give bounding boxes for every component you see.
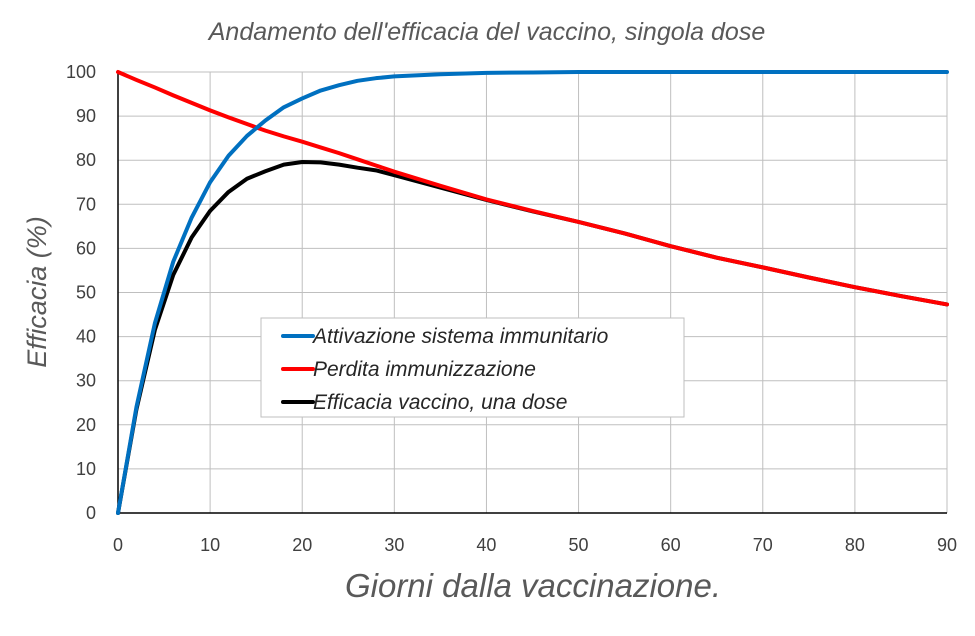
x-tick-label: 0	[113, 535, 123, 555]
legend-label: Attivazione sistema immunitario	[311, 325, 609, 348]
series-line-1	[116, 70, 949, 307]
x-tick-label: 60	[661, 535, 681, 555]
x-tick-label: 80	[845, 535, 865, 555]
x-tick-label: 40	[476, 535, 496, 555]
y-axis-label: Efficacia (%)	[22, 216, 52, 368]
x-tick-label: 50	[569, 535, 589, 555]
y-tick-label: 20	[76, 415, 96, 435]
legend-label: Efficacia vaccino, una dose	[313, 391, 567, 414]
y-tick-label: 50	[76, 283, 96, 303]
chart-title: Andamento dell'efficacia del vaccino, si…	[207, 18, 766, 46]
legend-box	[260, 317, 685, 418]
tick-labels: 0 10 20 30 40 50 60 70 80 90 0 10 20 30 40 50 60 70 80 90 10…	[66, 62, 957, 555]
y-tick-label: 0	[86, 503, 96, 523]
axes	[117, 72, 947, 514]
x-tick-label: 90	[937, 535, 957, 555]
y-tick-label: 10	[76, 459, 96, 479]
x-tick-label: 70	[753, 535, 773, 555]
gridlines	[118, 71, 948, 513]
y-tick-label: 100	[66, 62, 96, 82]
y-tick-label: 70	[76, 194, 96, 214]
y-tick-label: 60	[76, 238, 96, 258]
series-lines	[116, 70, 949, 515]
x-axis-label: Giorni dalla vaccinazione.	[345, 567, 721, 604]
legend: Attivazione sistema immunitario Perdita i…	[260, 317, 685, 418]
x-tick-label: 20	[292, 535, 312, 555]
x-tick-label: 30	[384, 535, 404, 555]
y-tick-label: 80	[76, 150, 96, 170]
y-tick-label: 40	[76, 327, 96, 347]
x-tick-label: 10	[200, 535, 220, 555]
legend-label: Perdita immunizzazione	[313, 358, 536, 381]
y-tick-label: 30	[76, 371, 96, 391]
series-line-0	[116, 70, 949, 515]
y-tick-label: 90	[76, 106, 96, 126]
